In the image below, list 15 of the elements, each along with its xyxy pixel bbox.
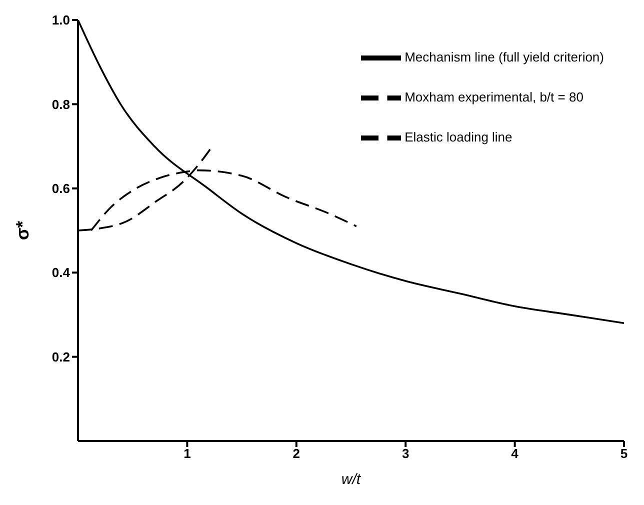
legend-label: Mechanism line (full yield criterion) <box>404 49 604 64</box>
y-axis-title: σ* <box>12 220 32 240</box>
legend-label: Moxham experimental, b/t = 80 <box>404 89 584 104</box>
y-tick-label: 0.4 <box>52 265 71 280</box>
y-tick-label: 0.2 <box>52 349 70 364</box>
x-tick-label: 3 <box>402 446 410 462</box>
x-tick-label: 5 <box>620 446 628 462</box>
x-axis-title: w/t <box>341 471 362 488</box>
x-tick-label: 4 <box>511 446 520 462</box>
y-tick-label: 0.6 <box>52 181 70 196</box>
legend-label: Elastic loading line <box>404 129 512 144</box>
y-tick-label: 0.8 <box>52 96 70 112</box>
x-tick-label: 2 <box>292 446 300 462</box>
x-tick-label: 1 <box>184 446 191 462</box>
y-tick-label: 1.0 <box>52 12 70 28</box>
